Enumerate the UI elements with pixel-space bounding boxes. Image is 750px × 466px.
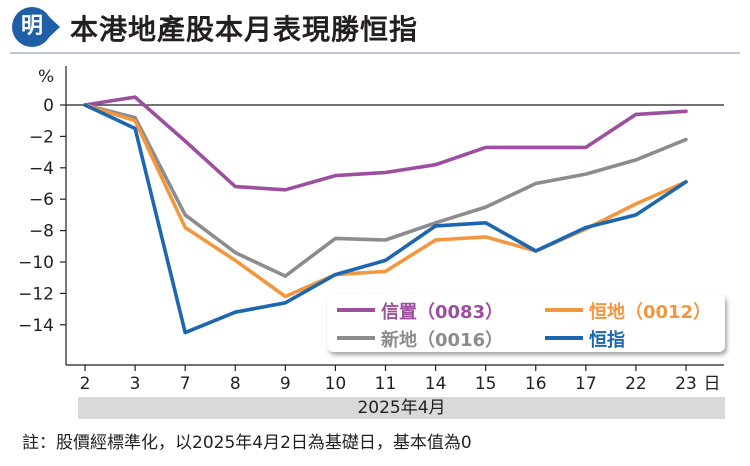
x-tick-label: 3 bbox=[130, 374, 141, 394]
x-tick-label: 11 bbox=[375, 374, 397, 394]
legend-swatch-0016 bbox=[337, 336, 375, 340]
series-line-3 bbox=[83, 103, 688, 335]
series-line-0 bbox=[83, 95, 688, 192]
x-tick-label: 7 bbox=[180, 374, 191, 394]
y-tick-label: −10 bbox=[18, 253, 54, 273]
y-tick-label: 0 bbox=[43, 96, 54, 116]
x-tick-label: 16 bbox=[525, 374, 547, 394]
legend-label-0083: 信置（0083） bbox=[381, 302, 504, 323]
x-tick-label: 15 bbox=[475, 374, 497, 394]
x-axis-band bbox=[78, 397, 725, 419]
x-axis-label: 2025年4月 bbox=[357, 398, 446, 418]
legend-swatch-hsi bbox=[545, 336, 583, 340]
header: 明 本港地產股本月表現勝恒指 bbox=[0, 0, 750, 54]
legend-label-hsi: 恒指 bbox=[589, 330, 625, 351]
y-tick-label: −14 bbox=[18, 316, 54, 336]
legend: 信置（0083） 恒地（0012） 新地（0016） 恒指 bbox=[327, 294, 725, 352]
line-chart: %0−2−4−6−8−10−12−142 3 7 8 9 10 11 14 15 16 17 22 23… bbox=[18, 66, 724, 394]
y-tick-label: −12 bbox=[18, 284, 54, 304]
legend-label-0012: 恒地（0012） bbox=[589, 302, 712, 323]
y-tick-label: −6 bbox=[29, 190, 54, 210]
chart-title: 本港地產股本月表現勝恒指 bbox=[70, 13, 419, 46]
x-tick-label: 8 bbox=[230, 374, 241, 394]
series-line-2 bbox=[83, 103, 688, 278]
y-tick-label: −8 bbox=[29, 222, 54, 242]
x-tick-label: 9 bbox=[280, 374, 291, 394]
x-tick-label: 14 bbox=[425, 374, 447, 394]
footnote: 註：股價經標準化，以2025年4月2日為基礎日，基本值為0 bbox=[22, 433, 472, 453]
legend-swatch-0083 bbox=[337, 308, 375, 312]
header-rule bbox=[10, 52, 740, 54]
y-tick-label: −2 bbox=[29, 127, 54, 147]
y-tick-label: −4 bbox=[29, 159, 54, 179]
x-axis-unit-label: 日 bbox=[704, 374, 721, 394]
x-tick-label: 17 bbox=[575, 374, 597, 394]
y-axis-unit-label: % bbox=[38, 67, 54, 87]
legend-swatch-0012 bbox=[545, 308, 583, 312]
legend-label-0016: 新地（0016） bbox=[381, 330, 504, 351]
x-tick-label: 23 bbox=[675, 374, 697, 394]
newspaper-logo: 明 bbox=[12, 7, 52, 47]
x-tick-label: 2 bbox=[80, 374, 91, 394]
x-tick-label: 10 bbox=[325, 374, 347, 394]
x-tick-label: 22 bbox=[625, 374, 647, 394]
